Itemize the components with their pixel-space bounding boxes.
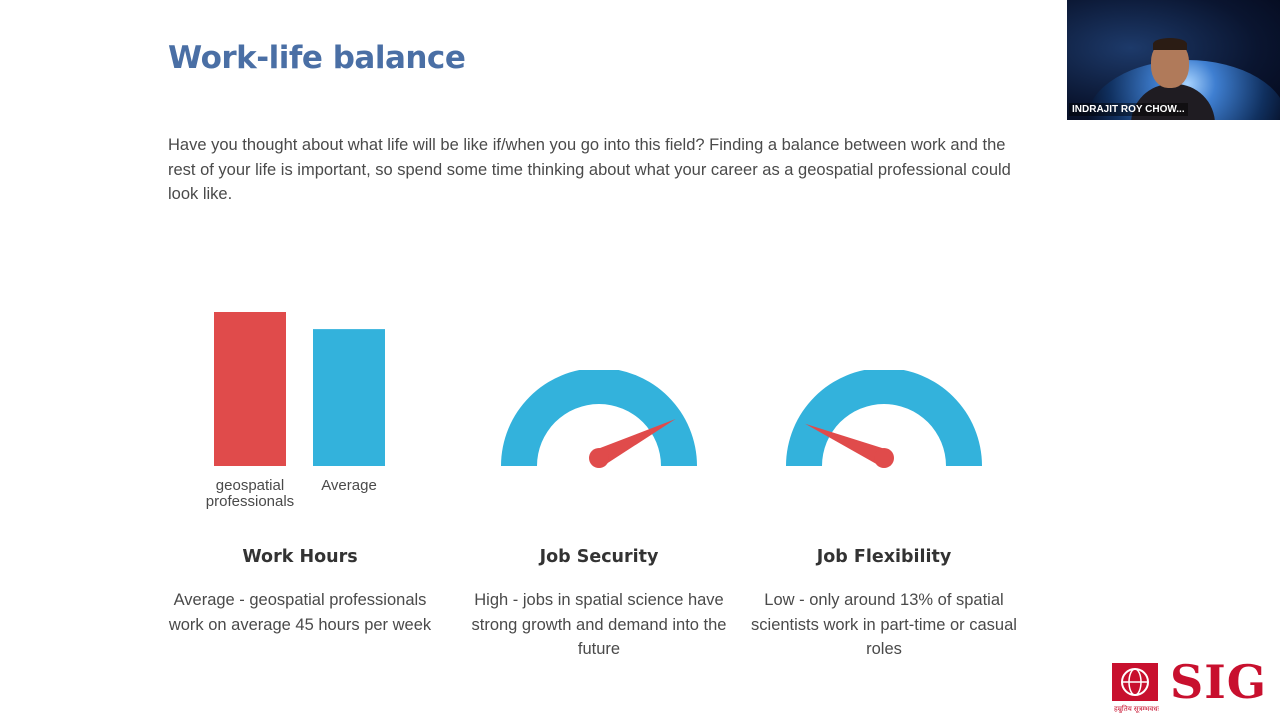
bar-label-geospatial-line1: geospatial [215,477,285,494]
participant-video-tile[interactable]: INDRAJIT ROY CHOW... [1067,0,1280,120]
job-flexibility-heading: Job Flexibility [816,547,952,567]
gauge-needle [594,419,676,466]
logo-tagline: हम्रुतिय सूत्रम्भवधः [1114,706,1159,713]
job-security-gauge [501,370,697,468]
work-hours-heading: Work Hours [242,547,358,567]
slide-title: Work-life balance [168,40,466,76]
logo-text: SIG [1170,655,1268,709]
bar-label-geospatial-line2: professionals [205,493,295,510]
gauge-needle [805,423,888,467]
job-security-description: High - jobs in spatial science have stro… [471,591,727,658]
globe-emblem-icon [1112,663,1158,701]
bar-average [313,329,385,466]
bar-label-average: Average [321,477,377,494]
intro-paragraph: Have you thought about what life will be… [168,136,1011,203]
gauge-arc [786,370,982,466]
job-flexibility-gauge [786,370,982,468]
work-hours-bar-chart [214,312,385,466]
gauge-arc [501,370,697,466]
participant-hair [1153,38,1187,50]
bar-label-geospatial: geospatial professionals [192,478,308,510]
gauge-hub [589,448,609,468]
sig-logo: SIG हम्रुतिय सूत्रम्भवधः [1110,655,1272,717]
participant-name-label: INDRAJIT ROY CHOW... [1069,103,1188,116]
work-hours-description: Average - geospatial professionals work … [168,591,432,634]
gauge-hub [874,448,894,468]
bar-geospatial-professionals [214,312,286,466]
job-flexibility-description: Low - only around 13% of spatial scienti… [751,591,1017,658]
job-security-heading: Job Security [539,547,659,567]
